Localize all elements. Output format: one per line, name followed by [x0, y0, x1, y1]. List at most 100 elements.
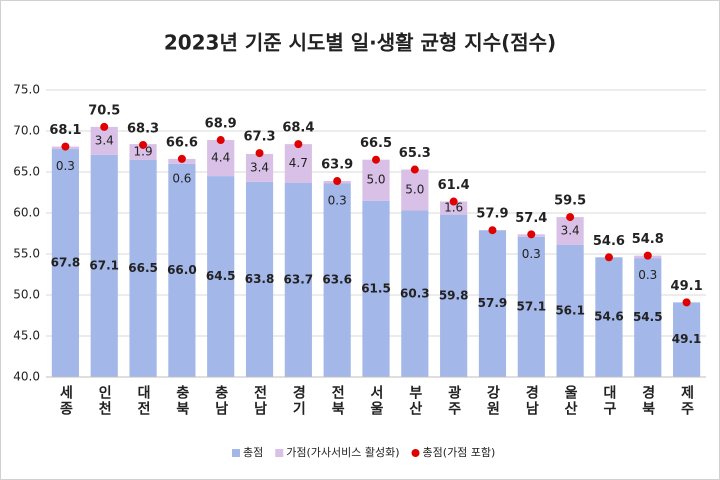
total-label: 54.6: [593, 234, 625, 249]
bar-segment: [673, 302, 701, 377]
total-label: 57.4: [515, 211, 547, 226]
total-label: 66.5: [360, 136, 392, 151]
bar-segment: [556, 217, 584, 245]
legend-label: 총점(가점 포함): [423, 446, 496, 459]
x-tick-label: 경기: [290, 384, 306, 417]
bar-segment: [401, 210, 429, 377]
bar-segment: [207, 140, 235, 177]
x-tick-label: 대전: [135, 385, 151, 417]
total-label: 67.3: [243, 130, 275, 145]
data-label: 4.7: [289, 156, 308, 170]
data-label: 0.6: [172, 171, 191, 185]
data-label: 0.3: [328, 194, 347, 208]
x-tick-label: 제주: [679, 385, 695, 417]
data-label: 66.0: [167, 263, 197, 277]
data-label: 54.5: [633, 310, 663, 324]
total-label: 68.1: [49, 123, 81, 138]
x-tick-label: 강원: [484, 384, 500, 417]
data-label: 0.3: [522, 247, 541, 261]
total-point: [488, 226, 497, 235]
y-tick-label: 60.0: [13, 206, 40, 220]
x-tick-label: 충북: [174, 385, 190, 417]
bar-segment: [595, 257, 623, 377]
legend-label: 총점: [243, 446, 263, 459]
data-label: 54.6: [594, 310, 624, 324]
total-label: 54.8: [632, 232, 664, 247]
data-label: 1.6: [444, 201, 463, 215]
x-tick-label: 전북: [329, 384, 345, 417]
data-label: 5.0: [405, 183, 424, 197]
bar-segment: [90, 126, 118, 155]
bar-segment: [362, 200, 390, 377]
bar-segment: [207, 176, 235, 377]
chart-title: 2023년 기준 시도별 일·생활 균형 지수(점수): [164, 31, 556, 55]
y-tick-label: 55.0: [13, 247, 40, 261]
total-point: [255, 149, 264, 158]
data-label: 61.5: [361, 281, 391, 295]
total-label: 68.3: [127, 121, 159, 136]
bar-segment: [440, 201, 468, 215]
data-label: 60.3: [400, 286, 430, 300]
total-label: 68.4: [282, 121, 314, 136]
legend-label: 가점(가사서비스 활성화): [286, 445, 399, 459]
data-label: 3.4: [561, 224, 580, 238]
x-tick-label: 경북: [640, 384, 656, 417]
total-label: 66.6: [166, 135, 198, 150]
data-label: 0.3: [638, 268, 657, 282]
bar-segment: [478, 230, 507, 377]
total-point: [643, 251, 652, 260]
y-tick-label: 50.0: [13, 288, 40, 302]
data-label: 4.4: [211, 151, 230, 165]
x-tick-label: 전남: [252, 384, 268, 417]
total-point: [527, 230, 536, 239]
y-tick-label: 65.0: [13, 165, 40, 179]
total-point: [449, 197, 458, 206]
total-label: 63.9: [321, 158, 353, 173]
total-point: [566, 213, 575, 222]
total-point: [216, 136, 225, 145]
data-label: 67.1: [89, 258, 119, 272]
total-label: 59.5: [554, 194, 586, 209]
bar-segment: [440, 214, 468, 377]
data-label: 64.5: [206, 269, 236, 283]
total-label: 70.5: [88, 103, 120, 118]
x-tick-label: 부산: [407, 385, 423, 417]
data-label: 3.4: [95, 133, 114, 147]
y-tick-label: 75.0: [13, 83, 40, 97]
bar-segment: [284, 144, 312, 183]
total-point: [294, 140, 303, 149]
bar-segment: [245, 181, 274, 377]
legend-swatch: [232, 449, 240, 457]
total-point: [410, 165, 419, 174]
total-point: [604, 253, 613, 262]
data-label: 66.5: [128, 261, 158, 275]
data-label: 3.4: [250, 160, 269, 174]
data-label: 56.1: [555, 303, 585, 317]
x-tick-label: 광주: [446, 384, 462, 417]
bar-segment: [51, 149, 79, 377]
x-tick-label: 대구: [601, 385, 617, 417]
data-label: 63.7: [284, 272, 314, 286]
bar-segment: [90, 154, 118, 377]
legend-swatch: [275, 449, 284, 457]
total-point: [372, 155, 380, 164]
data-label: 57.9: [478, 296, 508, 310]
bar-segment: [517, 236, 545, 377]
data-label: 49.1: [672, 332, 702, 346]
total-point: [100, 122, 109, 131]
total-point: [61, 142, 70, 151]
data-label: 67.8: [51, 256, 81, 270]
x-tick-label: 서울: [368, 385, 384, 417]
total-label: 57.9: [476, 207, 508, 222]
data-label: 57.1: [516, 299, 546, 313]
y-tick-label: 40.0: [13, 370, 40, 384]
bar-segment: [129, 144, 157, 160]
bar-segment: [168, 163, 196, 377]
bar-segment: [634, 258, 662, 377]
total-label: 68.9: [205, 117, 237, 132]
x-tick-label: 인천: [96, 384, 112, 417]
bar-segment: [556, 244, 584, 377]
x-tick-label: 경남: [523, 384, 539, 417]
data-label: 63.8: [245, 272, 275, 286]
